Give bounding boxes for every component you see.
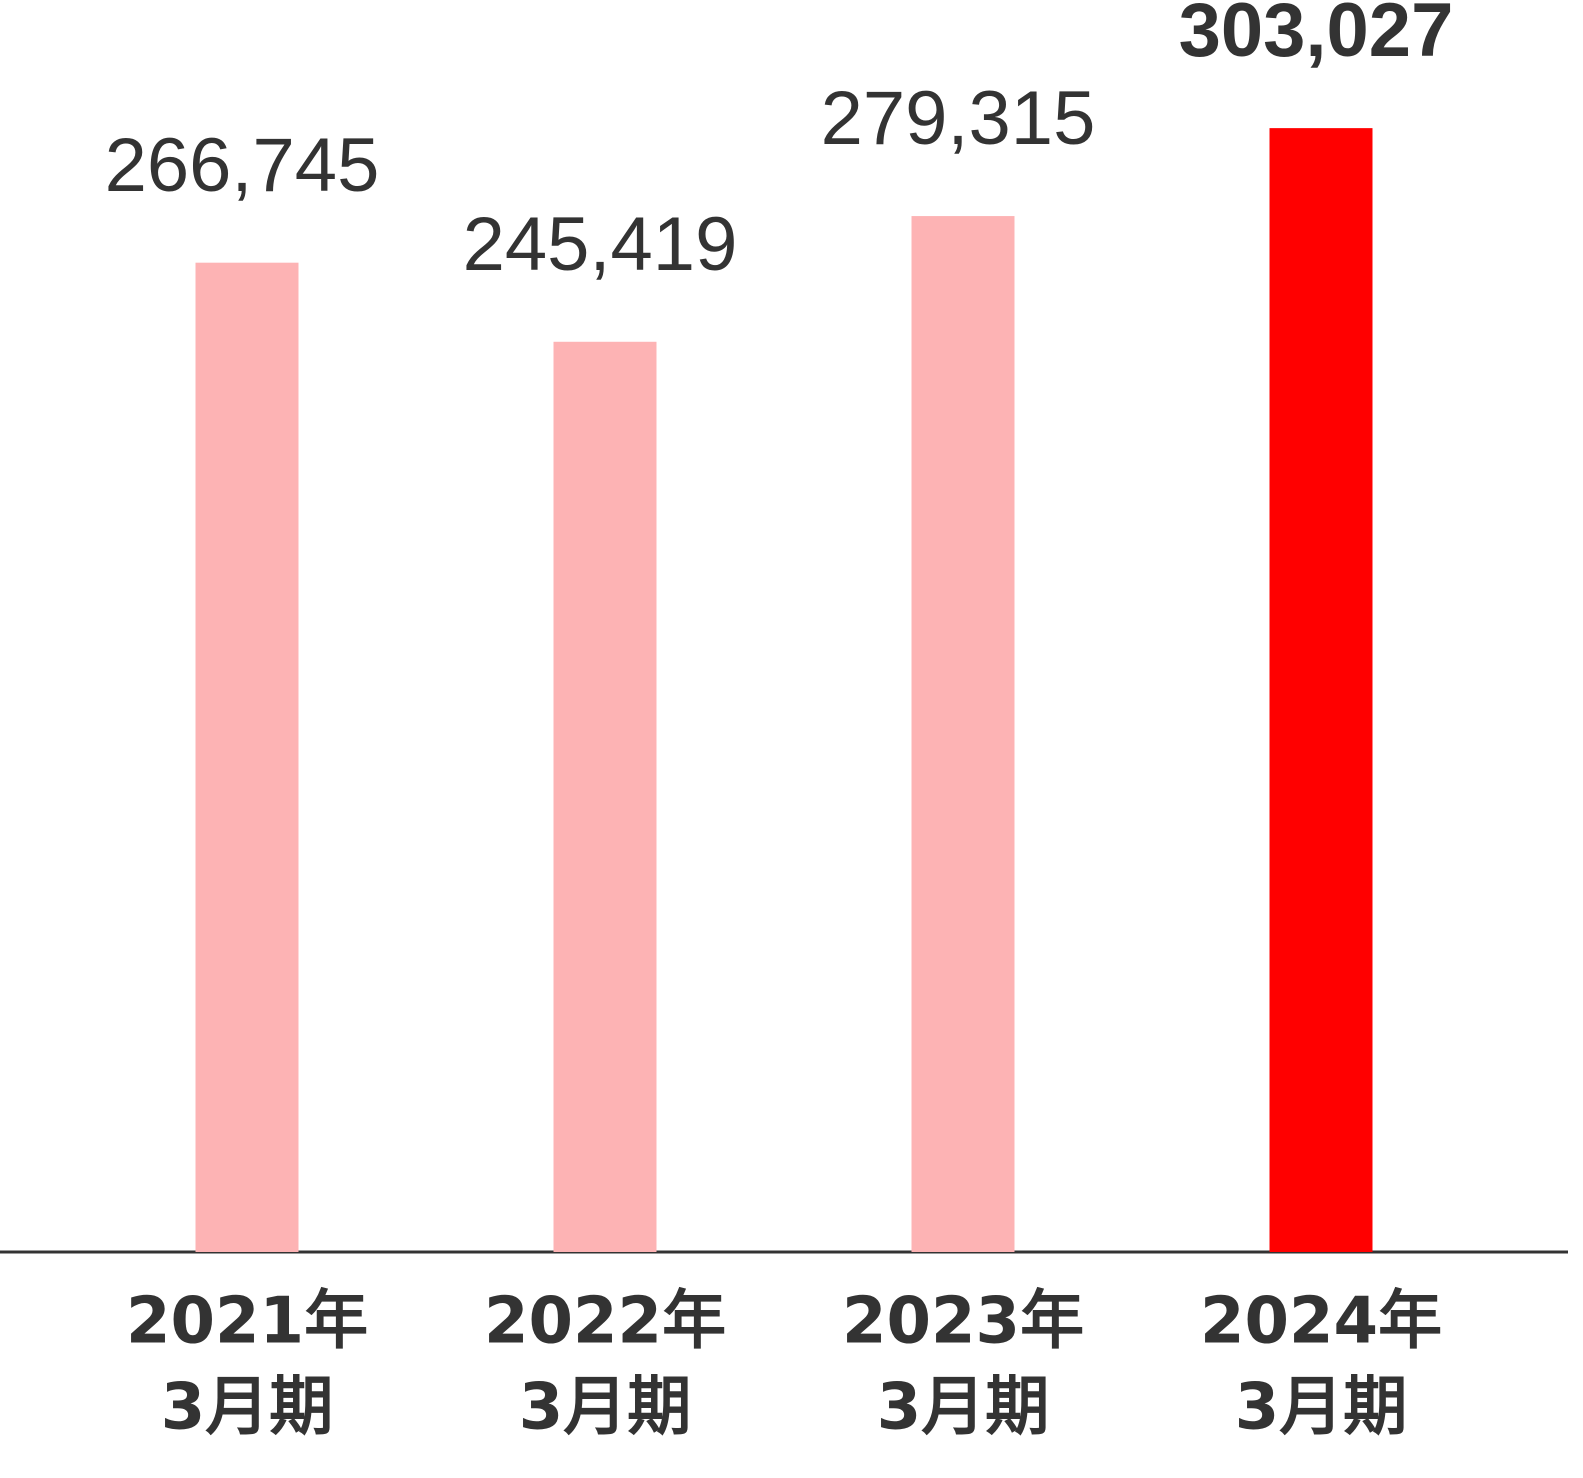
- value-label: 279,315: [821, 76, 1096, 161]
- x-tick-label: 3月期: [519, 1371, 692, 1445]
- value-label: 245,419: [463, 202, 738, 287]
- bar: [911, 216, 1015, 1253]
- bar: [553, 341, 657, 1252]
- x-tick-label: 2022年: [484, 1285, 726, 1359]
- value-label: 266,745: [105, 123, 380, 208]
- bar: [1269, 128, 1373, 1252]
- x-tick-label: 3月期: [877, 1371, 1050, 1445]
- x-tick-label: 2024年: [1200, 1285, 1442, 1359]
- x-tick-label: 3月期: [1235, 1371, 1408, 1445]
- value-label: 303,027: [1179, 0, 1454, 73]
- bar: [195, 262, 299, 1252]
- x-tick-label: 2023年: [842, 1285, 1084, 1359]
- x-tick-label: 3月期: [161, 1371, 334, 1445]
- x-tick-label: 2021年: [126, 1285, 368, 1359]
